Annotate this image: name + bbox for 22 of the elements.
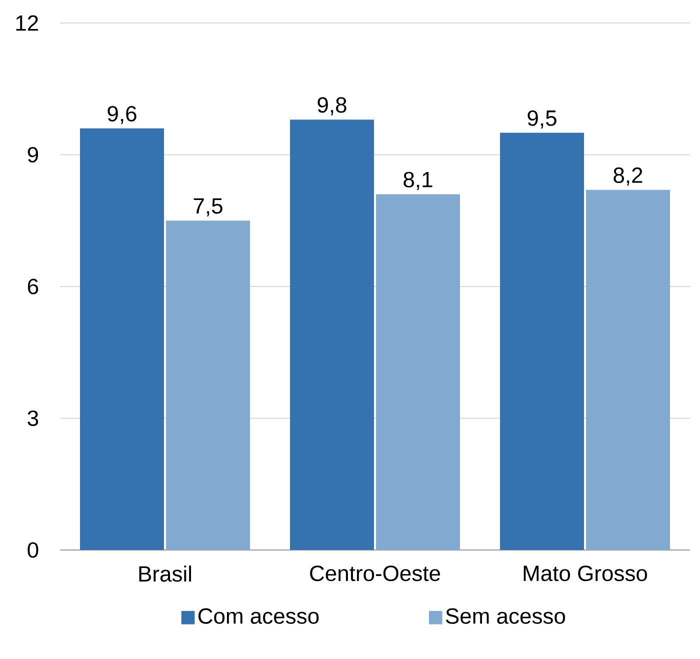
bar [376,194,460,550]
y-tick-label: 0 [28,542,38,558]
bar [500,132,584,550]
text: 7,5 [194,198,222,216]
x-tick-label: Brasil [139,566,192,582]
legend-label: Sem acesso [446,608,566,624]
bar [166,220,250,550]
bar [586,190,670,550]
y-tick-label: 3 [28,410,38,426]
legend-label: Com acesso [198,608,319,624]
text: 8,1 [404,172,432,190]
text: 8,2 [614,167,642,186]
text: 9,8 [318,97,346,116]
x-tick-label: Centro-Oeste [310,566,440,582]
text: 9,5 [528,110,556,129]
y-tick-label: 6 [28,278,38,294]
bar [80,128,164,550]
bar [290,120,374,550]
y-tick-label: 12 [16,15,38,31]
y-tick-label: 9 [28,146,38,163]
x-tick-label: Mato Grosso [524,566,648,582]
text: 9,6 [108,106,136,124]
